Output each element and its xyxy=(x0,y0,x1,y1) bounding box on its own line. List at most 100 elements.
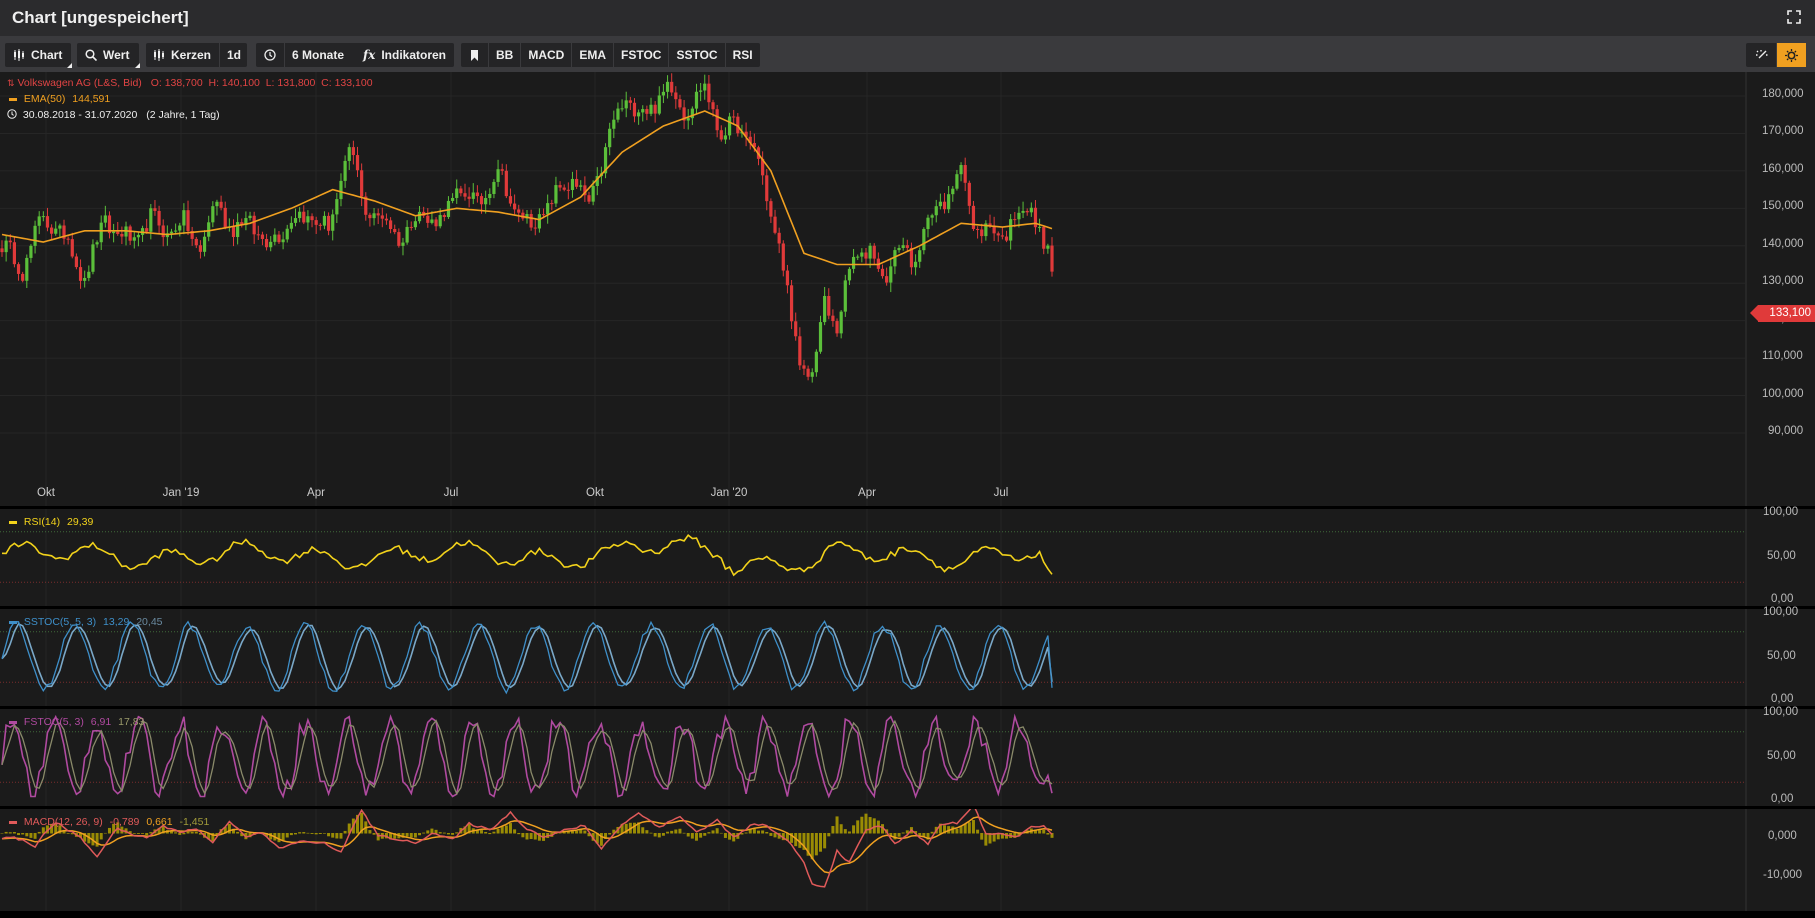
candle-body xyxy=(0,248,4,253)
candle-body xyxy=(178,225,182,231)
histogram-bar xyxy=(508,823,512,834)
candle-body xyxy=(682,107,686,121)
histogram-bar xyxy=(413,833,417,838)
sstoc-chart[interactable] xyxy=(0,609,1815,706)
interval-button[interactable]: 1d xyxy=(219,43,247,67)
fstoc-chart[interactable] xyxy=(0,709,1815,806)
candle-body xyxy=(438,215,442,227)
indicator-bb[interactable]: BB xyxy=(488,43,520,67)
candle-body xyxy=(66,238,70,240)
histogram-bar xyxy=(847,831,851,834)
histogram-bar xyxy=(376,833,380,841)
histogram-bar xyxy=(666,831,670,834)
candle-body xyxy=(475,192,479,197)
indicator-ema[interactable]: EMA xyxy=(571,43,613,67)
histogram-bar xyxy=(773,833,777,838)
histogram-bar xyxy=(95,833,99,847)
candle-body xyxy=(922,229,926,251)
candle-body xyxy=(955,174,959,189)
histogram-bar xyxy=(227,823,231,834)
theme-toggle-button[interactable] xyxy=(1776,43,1806,67)
indicator-group: BB MACD EMA FSTOC SSTOC RSI xyxy=(461,43,760,67)
candle-body xyxy=(521,212,525,219)
fullscreen-icon[interactable] xyxy=(1787,10,1801,24)
histogram-bar xyxy=(194,831,198,834)
macd-panel[interactable]: MACD(12, 26, 9) -0,789 0,661 -1,451 0,00… xyxy=(0,809,1815,911)
ema-value: 144,591 xyxy=(72,93,111,105)
histogram-bar xyxy=(798,833,802,848)
histogram-bar xyxy=(980,833,984,840)
candle-body xyxy=(777,232,781,244)
candle-body xyxy=(211,206,215,223)
price-panel[interactable]: ⇅ Volkswagen AG (L&S, Bid) O: 138,700 H:… xyxy=(0,72,1815,506)
wert-button[interactable]: Wert xyxy=(77,43,140,68)
candle-body xyxy=(360,170,364,197)
drawing-tools-button[interactable] xyxy=(1746,43,1776,67)
candle-body xyxy=(587,195,591,202)
candle-body xyxy=(988,223,992,226)
candle-body xyxy=(529,214,533,228)
histogram-bar xyxy=(484,831,488,834)
rsi-chart[interactable] xyxy=(0,509,1815,606)
sstoc-line-2 xyxy=(1,620,1053,695)
histogram-bar xyxy=(790,833,794,843)
candle-body xyxy=(690,108,694,119)
indicator-macd[interactable]: MACD xyxy=(520,43,571,67)
histogram-bar xyxy=(699,833,703,838)
histogram-bar xyxy=(182,833,186,835)
histogram-bar xyxy=(157,827,161,834)
ohlc-values: O: 138,700 H: 140,100 L: 131,800 C: 133,… xyxy=(150,77,373,89)
fstoc-panel[interactable]: FSTOC(5, 3) 6,91 17,83 100,00 50,00 0,00 xyxy=(0,706,1815,806)
chart-type-button[interactable]: Chart xyxy=(5,43,72,68)
range-note: (2 Jahre, 1 Tag) xyxy=(146,109,220,121)
candle-body xyxy=(934,206,938,216)
histogram-bar xyxy=(938,823,942,834)
candle-body xyxy=(298,211,302,219)
clock-button[interactable] xyxy=(256,43,284,67)
candle-body xyxy=(980,229,984,237)
histogram-bar xyxy=(45,825,49,834)
panel-divider[interactable] xyxy=(0,706,1815,709)
indicator-fstoc[interactable]: FSTOC xyxy=(613,43,668,67)
candle-body xyxy=(562,187,566,190)
candle-body xyxy=(864,252,868,259)
candle-body xyxy=(1009,219,1013,241)
kerzen-button[interactable]: Kerzen xyxy=(146,43,219,67)
panel-divider[interactable] xyxy=(0,806,1815,809)
panel-divider[interactable] xyxy=(0,606,1815,609)
candle-body xyxy=(112,231,116,234)
candle-body xyxy=(512,203,517,210)
sstoc-panel[interactable]: SSTOC(5, 5, 3) 13,29 20,45 100,00 50,00 … xyxy=(0,606,1815,706)
histogram-bar xyxy=(322,833,326,834)
last-price-tag: 133,100 xyxy=(1750,305,1815,322)
histogram-bar xyxy=(806,833,810,856)
sstoc-axis-100: 100,00 xyxy=(1763,606,1799,618)
bookmark-button[interactable] xyxy=(461,43,488,67)
indikatoren-button[interactable]: fx Indikatoren xyxy=(355,43,454,67)
candle-body xyxy=(450,197,455,201)
candle-body xyxy=(851,256,856,269)
histogram-bar xyxy=(653,833,657,837)
period-button[interactable]: 6 Monate xyxy=(284,43,374,67)
candle-body xyxy=(616,108,620,120)
rsi-panel[interactable]: RSI(14) 29,39 100,00 50,00 0,00 xyxy=(0,506,1815,606)
price-chart[interactable] xyxy=(0,72,1815,506)
time-axis-label: Okt xyxy=(37,487,55,499)
histogram-bar xyxy=(331,833,335,838)
candle-body xyxy=(244,218,248,226)
price-axis-label: 130,000 xyxy=(1762,275,1804,288)
candle-body xyxy=(488,193,492,199)
indicator-sstoc[interactable]: SSTOC xyxy=(668,43,724,67)
histogram-bar xyxy=(533,833,537,840)
indicator-rsi[interactable]: RSI xyxy=(724,43,760,67)
candle-body xyxy=(500,169,504,171)
price-axis-label: 140,000 xyxy=(1762,237,1804,250)
rsi-legend: RSI(14) 29,39 xyxy=(9,516,93,528)
panel-divider[interactable] xyxy=(0,506,1815,509)
histogram-bar xyxy=(50,823,54,834)
macd-chart[interactable] xyxy=(0,809,1815,911)
histogram-bar xyxy=(575,830,579,834)
histogram-bar xyxy=(0,833,4,834)
histogram-bar xyxy=(674,829,678,834)
candle-body xyxy=(1037,226,1042,228)
